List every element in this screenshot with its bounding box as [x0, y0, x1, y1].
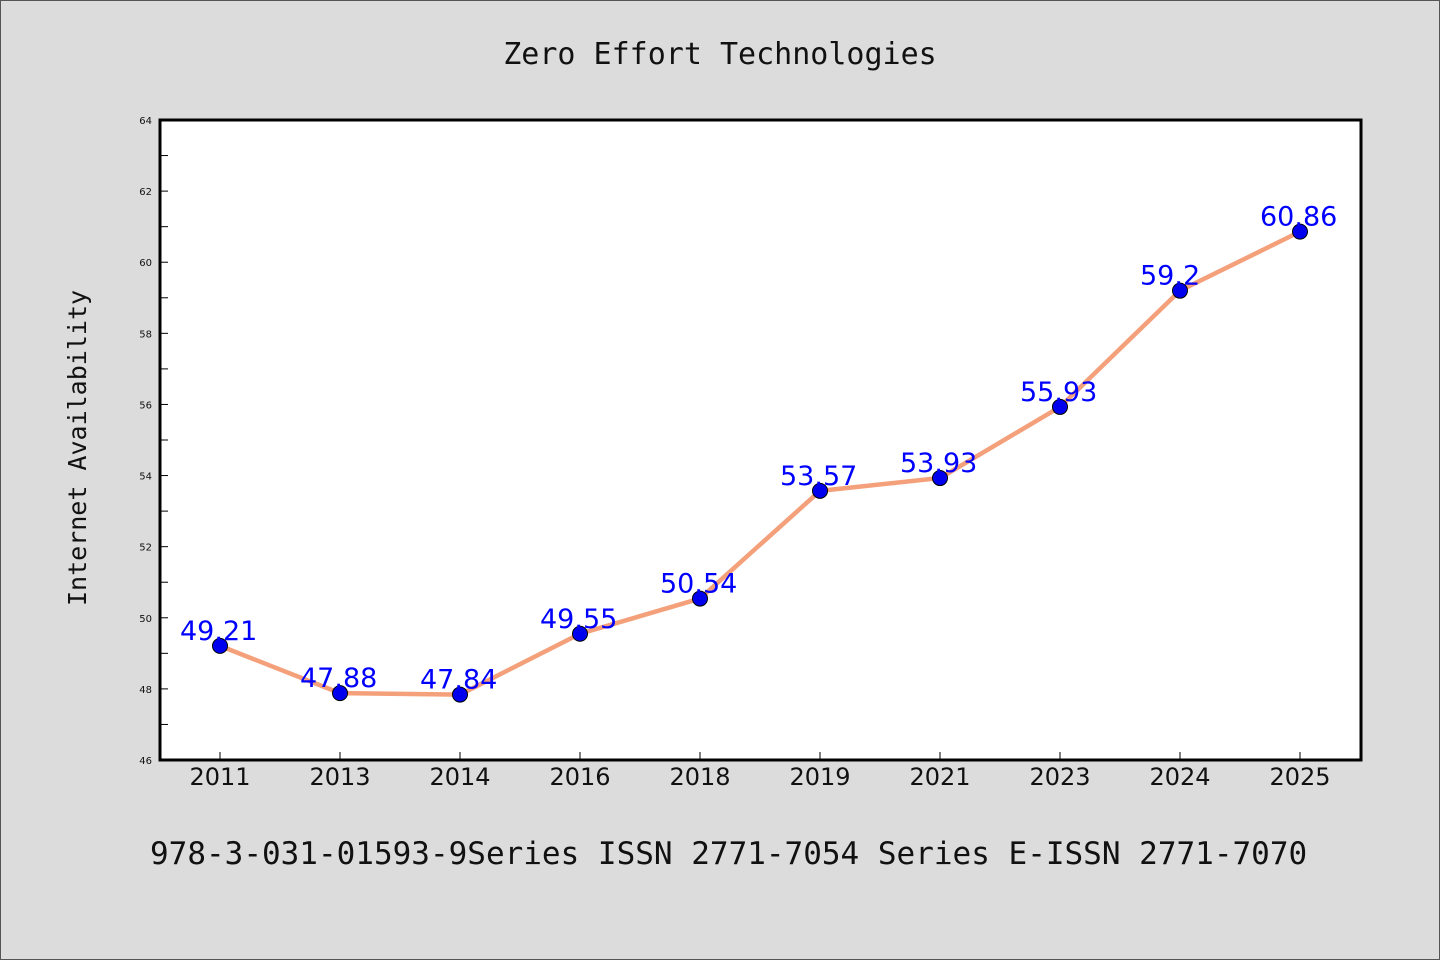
data-label: 59.2	[1140, 261, 1200, 292]
y-tick-label: 60	[139, 258, 152, 269]
footer-text: 978-3-031-01593-9Series ISSN 2771-7054 S…	[150, 836, 1307, 872]
x-tick-label: 2016	[549, 763, 610, 791]
x-tick-label: 2019	[789, 763, 850, 791]
y-tick-label: 50	[139, 614, 152, 625]
data-point	[1172, 282, 1188, 299]
x-tick-label: 2018	[669, 763, 730, 791]
x-axis: 2011 2013 2014 2016 2018 2019 2021 2023 2024 2025	[189, 752, 1331, 791]
data-point	[692, 590, 708, 607]
y-tick-label: 64	[139, 116, 152, 127]
x-tick-label: 2023	[1029, 763, 1090, 791]
plot-area	[158, 118, 1363, 762]
data-label: 60.86	[1260, 202, 1337, 233]
y-axis-label: Internet Availability	[63, 290, 92, 606]
data-label: 53.57	[780, 461, 857, 492]
data-point	[452, 686, 468, 703]
data-point	[812, 482, 828, 499]
data-label: 47.88	[300, 663, 377, 694]
data-point	[572, 625, 588, 642]
data-point	[332, 685, 348, 702]
x-tick-label: 2021	[909, 763, 970, 791]
data-point	[932, 470, 948, 487]
data-label: 55.93	[1020, 377, 1097, 408]
y-tick-label: 48	[139, 685, 152, 696]
y-tick-label: 58	[139, 329, 152, 340]
x-tick-label: 2013	[309, 763, 370, 791]
x-tick-label: 2025	[1269, 763, 1330, 791]
series-line	[217, 229, 1303, 697]
y-tick-label: 62	[139, 187, 152, 198]
x-tick-label: 2014	[429, 763, 490, 791]
y-tick-label: 56	[139, 400, 152, 411]
y-axis: 46 48 50 52 54 56 58 60 62 64	[139, 116, 168, 767]
data-point	[212, 637, 228, 654]
data-label: 47.84	[420, 665, 497, 696]
series-layer: 49.21 47.88 47.84 49.55 50.54 53.57 53.93 55.93…	[180, 202, 1337, 703]
y-tick-label: 46	[139, 756, 152, 767]
data-label: 50.54	[660, 569, 737, 600]
chart-title: Zero Effort Technologies	[503, 37, 936, 72]
data-point	[1292, 223, 1308, 240]
x-tick-label: 2024	[1149, 763, 1210, 791]
y-tick-label: 52	[139, 543, 152, 554]
x-tick-label: 2011	[189, 763, 250, 791]
data-label: 49.21	[180, 616, 257, 647]
y-tick-label: 54	[139, 472, 152, 483]
data-label: 53.93	[900, 448, 977, 479]
data-label: 49.55	[540, 604, 617, 635]
data-point	[1052, 398, 1068, 415]
